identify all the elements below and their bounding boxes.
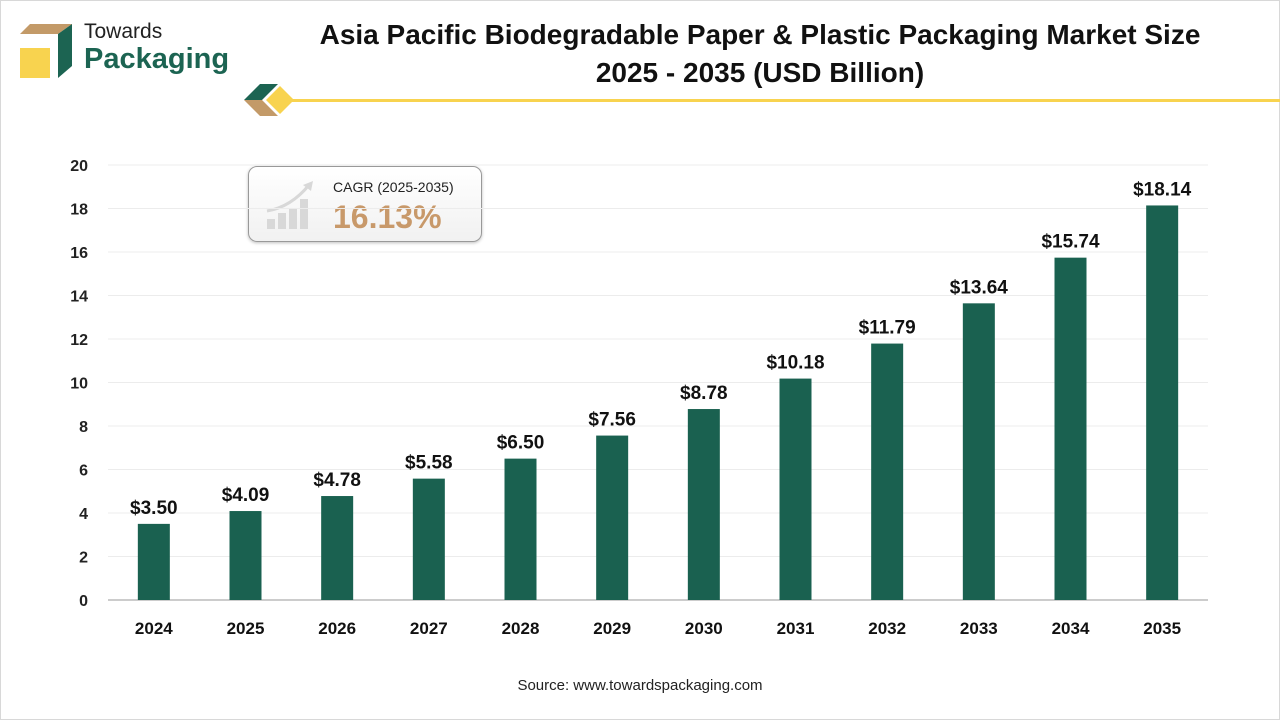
cagr-label: CAGR (2025-2035)	[333, 179, 454, 195]
logo-icon	[20, 24, 72, 78]
data-label: $13.64	[950, 277, 1009, 298]
bar-2033	[962, 303, 995, 600]
x-tick-label: 2035	[1143, 619, 1181, 638]
data-label: $10.18	[766, 353, 824, 374]
data-label: $6.50	[497, 433, 545, 454]
data-label: $15.74	[1041, 232, 1100, 253]
x-tick-label: 2027	[410, 619, 448, 638]
data-label: $4.09	[222, 485, 270, 506]
bar-2034	[1054, 257, 1087, 600]
bar-2029	[596, 435, 629, 600]
x-tick-label: 2032	[868, 619, 906, 638]
title-line2: 2025 - 2035 (USD Billion)	[595, 57, 925, 88]
bar-2026	[321, 496, 354, 600]
y-tick-label: 14	[70, 289, 88, 306]
data-label: $8.78	[680, 383, 728, 404]
bar-2035	[1146, 205, 1179, 600]
source-note: Source: www.towardspackaging.com	[517, 677, 763, 694]
x-tick-label: 2034	[1052, 619, 1090, 638]
bar-2032	[871, 343, 904, 600]
data-label: $11.79	[859, 318, 916, 339]
bar-2027	[412, 478, 445, 600]
brand-line2: Packaging	[84, 43, 230, 75]
y-tick-label: 0	[79, 593, 88, 610]
y-tick-label: 16	[70, 245, 88, 262]
brand-logo: Towards Packaging	[84, 20, 229, 74]
y-tick-label: 12	[70, 332, 88, 349]
x-tick-label: 2028	[502, 619, 540, 638]
x-tick-label: 2029	[593, 619, 631, 638]
y-tick-label: 2	[79, 550, 88, 567]
data-label: $7.56	[588, 410, 636, 431]
y-tick-label: 6	[79, 463, 88, 480]
data-label: $5.58	[405, 453, 453, 474]
bar-2030	[687, 409, 720, 600]
bar-2025	[229, 511, 262, 600]
y-tick-label: 18	[70, 202, 88, 219]
x-tick-label: 2033	[960, 619, 998, 638]
x-tick-label: 2026	[318, 619, 356, 638]
title-underline-decoration	[244, 84, 1280, 116]
y-tick-label: 20	[70, 158, 88, 175]
bar-2028	[504, 458, 537, 600]
cagr-box: CAGR (2025-2035) 16.13%	[248, 166, 482, 242]
cagr-value: 16.13%	[333, 199, 442, 235]
data-label: $3.50	[130, 498, 178, 519]
brand-line1: Towards	[84, 20, 163, 43]
title-line1: Asia Pacific Biodegradable Paper & Plast…	[319, 19, 1201, 50]
data-label: $4.78	[313, 470, 361, 491]
x-tick-label: 2030	[685, 619, 723, 638]
y-tick-label: 10	[70, 376, 88, 393]
chart-title: Asia Pacific Biodegradable Paper & Plast…	[260, 16, 1260, 92]
growth-bar-chart-icon	[266, 181, 313, 229]
y-tick-label: 8	[79, 419, 88, 436]
bar-2024	[137, 523, 170, 600]
y-tick-label: 4	[79, 506, 88, 523]
bar-2031	[779, 378, 812, 600]
x-tick-label: 2025	[227, 619, 265, 638]
x-tick-label: 2031	[777, 619, 815, 638]
x-tick-label: 2024	[135, 619, 173, 638]
data-label: $18.14	[1133, 179, 1192, 200]
